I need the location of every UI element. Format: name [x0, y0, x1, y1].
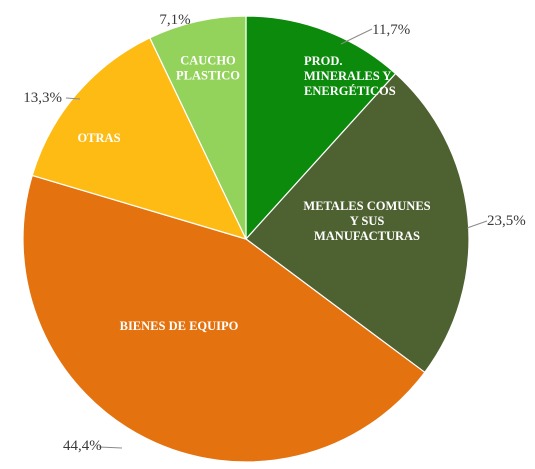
slice-label-3: OTRAS	[77, 131, 120, 145]
leader-line-2	[98, 446, 123, 449]
percentage-labels: 11,7% 23,5% 44,4% 13,3% 7,1%	[23, 12, 526, 454]
leader-line-1	[466, 220, 488, 229]
leader-line-3	[65, 97, 81, 100]
slice-label-1: METALES COMUNES Y SUS MANUFACTURAS	[303, 199, 430, 243]
slice-label-0: PROD. MINERALES Y ENERGÉTICOS	[304, 54, 396, 98]
percentage-label-3: 13,3%	[23, 90, 62, 106]
slice-labels: PROD. MINERALES Y ENERGÉTICOS METALES COMUN…	[77, 54, 430, 334]
pie-slices	[22, 15, 470, 463]
percentage-label-2: 44,4%	[63, 438, 102, 454]
slice-label-2: BIENES DE EQUIPO	[120, 319, 239, 333]
percentage-label-4: 7,1%	[159, 12, 190, 28]
pie-slice-2	[22, 174, 426, 463]
pie-slice-4	[148, 15, 247, 240]
percentage-label-1: 23,5%	[487, 213, 526, 229]
pie-slice-1	[245, 72, 470, 374]
pie-slice-3	[31, 37, 248, 240]
leader-lines	[65, 28, 488, 449]
slice-label-4: CAUCHO PLASTICO	[176, 54, 240, 83]
pie-slice-0	[245, 15, 397, 241]
percentage-label-0: 11,7%	[372, 22, 410, 38]
leader-line-0	[340, 28, 373, 45]
